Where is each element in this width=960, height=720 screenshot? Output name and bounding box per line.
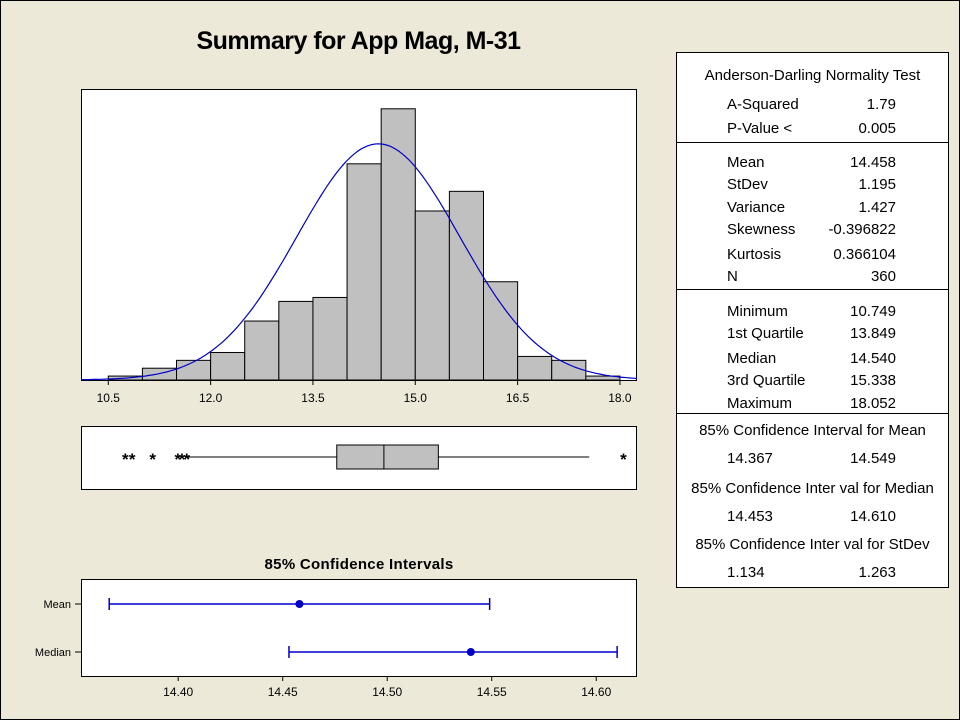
stat-label: Mean [727, 154, 765, 171]
histogram-x-tick-label: 13.5 [301, 391, 325, 405]
stat-value: 14.540 [850, 350, 896, 367]
ci-mean-low: 14.367 [727, 450, 773, 467]
ci-mean-high: 14.549 [850, 450, 896, 467]
ci-stdev-low: 1.134 [727, 564, 765, 581]
ci-mean-row: 14.367 14.549 [677, 449, 948, 469]
page-title: Summary for App Mag, M-31 [196, 27, 521, 55]
ci-median-title: 85% Confidence Inter val for Median [691, 480, 934, 497]
ci-x-tick-label: 14.50 [372, 685, 402, 699]
ad-test-section: Anderson-Darling Normality Test A-Square… [677, 53, 948, 143]
boxplot-outlier: * [122, 450, 129, 469]
ci-point [295, 600, 304, 608]
stat-row-a-squared: A-Squared 1.79 [677, 95, 948, 115]
stat-row-q3: 3rd Quartile 15.338 [677, 371, 948, 391]
stat-value: 360 [870, 268, 896, 285]
boxplot-outlier: * [175, 450, 182, 469]
ci-category-label: Median [35, 647, 71, 659]
ci-median-high: 14.610 [850, 508, 896, 525]
stat-label: P-Value < [727, 120, 793, 137]
stat-label: A-Squared [727, 96, 799, 113]
stat-label: StDev [727, 176, 768, 193]
stat-label: Maximum [727, 395, 793, 412]
ad-test-title: Anderson-Darling Normality Test [704, 67, 921, 84]
stat-label: Skewness [727, 221, 796, 238]
stat-label: N [727, 268, 738, 285]
histogram-bar [414, 210, 450, 381]
histogram-bar [278, 300, 314, 381]
histogram-bar [346, 163, 382, 381]
ci-stdev-title: 85% Confidence Inter val for StDev [695, 536, 930, 553]
stat-row-p-value: P-Value < 0.005 [677, 119, 948, 139]
histogram-bar [517, 355, 553, 381]
stat-row-q1: 1st Quartile 13.849 [677, 324, 948, 344]
stat-value: 1.427 [858, 199, 896, 216]
boxplot-outlier: * [129, 450, 136, 469]
stat-row-kurtosis: Kurtosis 0.366104 [677, 245, 948, 265]
histogram-bar [380, 108, 416, 381]
stat-value: 13.849 [850, 325, 896, 342]
histogram-bar [551, 359, 587, 381]
stat-row-n: N 360 [677, 267, 948, 287]
stat-value: 15.338 [850, 372, 896, 389]
ci-median-row: 14.453 14.610 [677, 507, 948, 527]
stat-label: Variance [727, 199, 786, 216]
quartiles-section: Minimum 10.749 1st Quartile 13.849 Media… [677, 290, 948, 414]
ci-mean-title: 85% Confidence Interval for Mean [699, 422, 926, 439]
ci-stdev-row: 1.134 1.263 [677, 563, 948, 583]
stat-row-mean: Mean 14.458 [677, 153, 948, 173]
histogram-bar [244, 320, 280, 381]
stat-row-stdev: StDev 1.195 [677, 175, 948, 195]
stat-value: 1.195 [858, 176, 896, 193]
boxplot-outlier: * [183, 450, 190, 469]
boxplot-outlier: * [179, 450, 186, 469]
stat-label: Kurtosis [727, 246, 782, 263]
ci-x-tick-label: 14.60 [581, 685, 611, 699]
boxplot-outlier: * [149, 450, 156, 469]
ci-x-tick-label: 14.45 [268, 685, 298, 699]
stat-row-variance: Variance 1.427 [677, 198, 948, 218]
ci-chart-panel [81, 579, 637, 677]
stat-value: 10.749 [850, 303, 896, 320]
histogram-bar [176, 359, 212, 381]
histogram-x-tick-label: 16.5 [506, 391, 530, 405]
histogram-x-tick-label: 12.0 [199, 391, 223, 405]
stat-label: Minimum [727, 303, 788, 320]
histogram-x-tick-label: 15.0 [404, 391, 428, 405]
moments-section: Mean 14.458 StDev 1.195 Variance 1.427 S… [677, 143, 948, 290]
stat-value: 14.458 [850, 154, 896, 171]
stat-value: 0.005 [858, 120, 896, 137]
stat-row-median: Median 14.540 [677, 349, 948, 369]
boxplot-outlier: * [620, 450, 627, 469]
stat-label: 1st Quartile [727, 325, 804, 342]
histogram-bar [210, 351, 246, 381]
normal-fit-curve [80, 143, 638, 381]
histogram-x-tick-label: 10.5 [97, 391, 121, 405]
ci-point [466, 648, 475, 656]
stat-value: 18.052 [850, 395, 896, 412]
ci-median-low: 14.453 [727, 508, 773, 525]
ci-category-label: Mean [43, 599, 71, 611]
ci-x-tick-label: 14.40 [163, 685, 193, 699]
histogram-x-tick-label: 18.0 [608, 391, 632, 405]
stat-label: 3rd Quartile [727, 372, 806, 389]
histogram-bar [483, 281, 519, 381]
ci-x-tick-label: 14.55 [477, 685, 507, 699]
stat-row-maximum: Maximum 18.052 [677, 394, 948, 414]
histogram-bar [585, 375, 621, 381]
stat-label: Median [727, 350, 777, 367]
ci-chart-title: 85% Confidence Intervals [264, 556, 454, 573]
stats-table: Anderson-Darling Normality Test A-Square… [676, 52, 949, 588]
confidence-section: 85% Confidence Interval for Mean 14.367 … [677, 414, 948, 589]
ci-stdev-high: 1.263 [858, 564, 896, 581]
stat-value: -0.396822 [828, 221, 896, 238]
stat-value: 0.366104 [833, 246, 896, 263]
stat-value: 1.79 [866, 96, 896, 113]
boxplot-box [336, 444, 439, 470]
histogram-bar [312, 296, 348, 381]
stat-row-skewness: Skewness -0.396822 [677, 220, 948, 240]
histogram-bar [448, 190, 485, 381]
stat-row-minimum: Minimum 10.749 [677, 302, 948, 322]
